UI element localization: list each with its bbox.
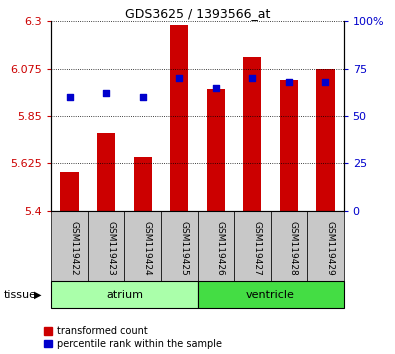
Point (103, 90, 109, 96)
Bar (243, 57, 261, 211)
Point (249, 75, 256, 81)
Point (139, 94, 146, 100)
Text: tissue: tissue (4, 290, 37, 300)
Text: GSM119427: GSM119427 (252, 221, 261, 276)
Title: GDS3625 / 1393566_at: GDS3625 / 1393566_at (125, 7, 270, 20)
Bar (134, 157, 152, 211)
FancyBboxPatch shape (198, 281, 344, 308)
FancyBboxPatch shape (161, 211, 198, 281)
Bar (316, 69, 335, 211)
FancyBboxPatch shape (124, 211, 161, 281)
FancyBboxPatch shape (307, 211, 344, 281)
Point (286, 79, 292, 85)
Point (213, 85, 219, 90)
Bar (60, 172, 79, 211)
Point (176, 75, 182, 81)
Bar (280, 80, 298, 211)
Point (322, 79, 329, 85)
Text: GSM119425: GSM119425 (179, 221, 188, 276)
FancyBboxPatch shape (234, 211, 271, 281)
Legend: transformed count, percentile rank within the sample: transformed count, percentile rank withi… (44, 326, 222, 349)
Text: atrium: atrium (106, 290, 143, 300)
Text: GSM119428: GSM119428 (289, 221, 298, 276)
Bar (170, 25, 188, 211)
Text: GSM119424: GSM119424 (143, 221, 152, 276)
FancyBboxPatch shape (51, 211, 88, 281)
Text: GSM119429: GSM119429 (325, 221, 335, 276)
Text: ventricle: ventricle (246, 290, 295, 300)
Point (66, 94, 73, 100)
FancyBboxPatch shape (51, 281, 198, 308)
FancyBboxPatch shape (271, 211, 307, 281)
Text: GSM119422: GSM119422 (70, 221, 79, 276)
Bar (207, 88, 225, 211)
FancyBboxPatch shape (198, 211, 234, 281)
Text: GSM119426: GSM119426 (216, 221, 225, 276)
Text: ▶: ▶ (34, 290, 41, 300)
Text: GSM119423: GSM119423 (106, 221, 115, 276)
Bar (97, 133, 115, 211)
FancyBboxPatch shape (88, 211, 124, 281)
